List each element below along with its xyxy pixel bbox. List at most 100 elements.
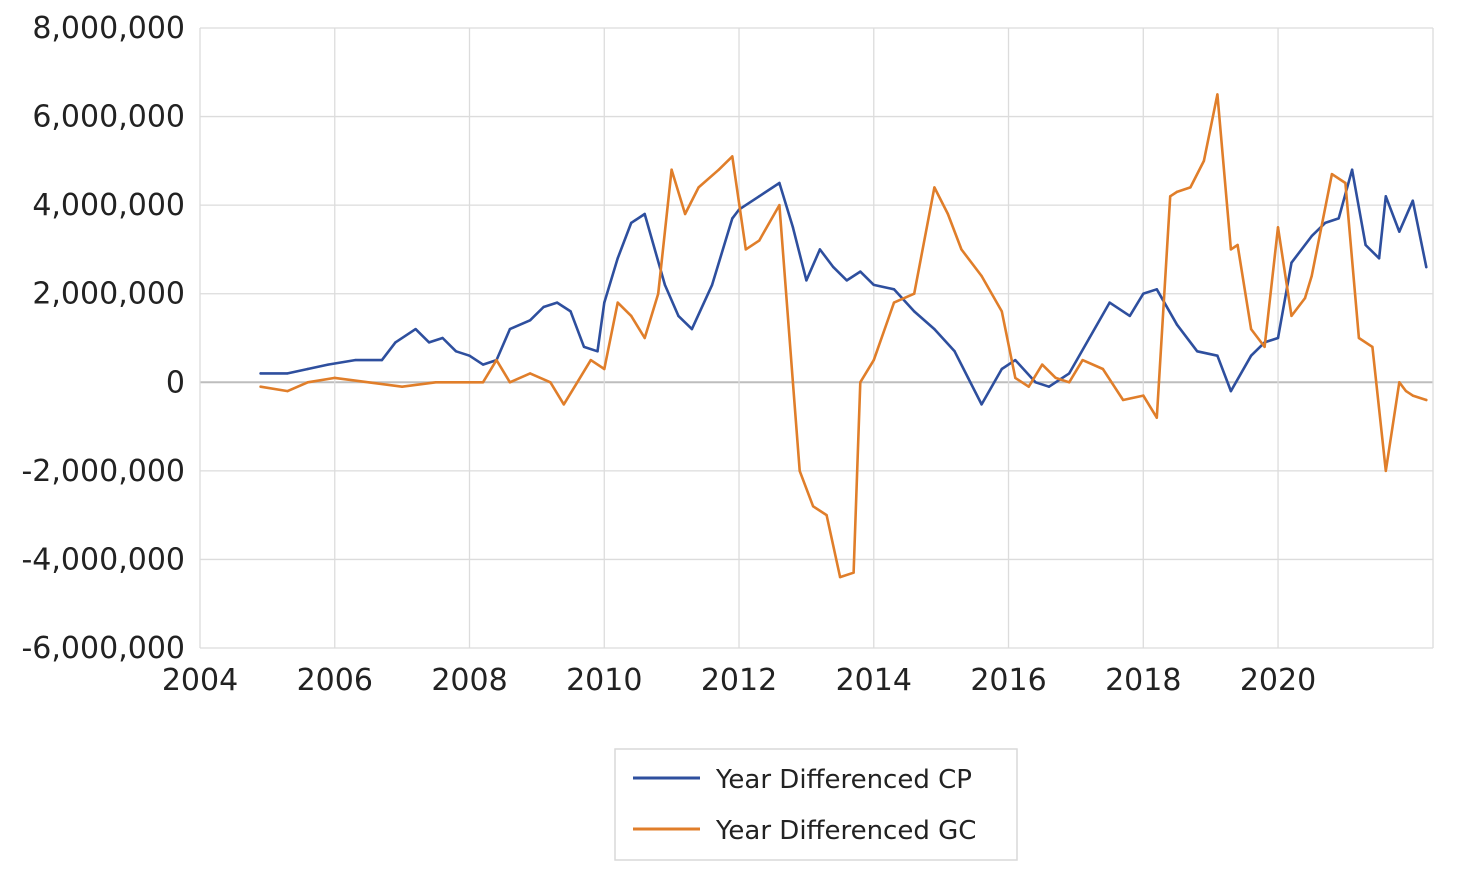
- data-point-cp: [1398, 230, 1401, 233]
- data-point-cp: [1216, 354, 1219, 357]
- data-point-gc: [811, 505, 815, 508]
- data-point-cp: [1014, 358, 1017, 362]
- data-point-cp: [1384, 195, 1388, 198]
- data-point-cp: [1249, 354, 1253, 357]
- data-point-gc: [1398, 381, 1401, 384]
- data-point-gc: [508, 381, 512, 384]
- data-point-cp: [933, 327, 936, 331]
- data-point-gc: [603, 367, 606, 371]
- data-point-gc: [838, 575, 842, 579]
- x-tick-label: 2014: [836, 663, 912, 698]
- x-tick-label: 2010: [566, 663, 642, 698]
- data-point-cp: [731, 217, 734, 220]
- data-point-gc: [1371, 345, 1374, 349]
- data-point-cp: [326, 363, 330, 366]
- x-tick-label: 2018: [1105, 663, 1181, 698]
- data-point-cp: [1350, 168, 1354, 171]
- data-point-gc: [576, 381, 579, 384]
- data-point-cp: [1034, 381, 1037, 384]
- legend-box: [614, 748, 1018, 861]
- data-point-cp: [663, 283, 667, 287]
- data-point-gc: [960, 248, 963, 251]
- data-point-cp: [1000, 367, 1003, 371]
- data-point-cp: [818, 248, 822, 251]
- data-point-cp: [286, 372, 289, 375]
- data-point-gc: [1404, 389, 1408, 393]
- data-point-cp: [353, 358, 357, 362]
- data-point-gc: [481, 381, 485, 384]
- data-point-cp: [542, 305, 545, 309]
- series-lines: [259, 93, 1428, 579]
- data-point-cp: [1142, 292, 1145, 295]
- data-point-cp: [690, 327, 694, 331]
- series-line-gc: [259, 93, 1428, 579]
- data-point-gc: [825, 513, 828, 517]
- data-point-gc: [333, 376, 336, 380]
- data-point-cp: [953, 350, 956, 353]
- data-point-gc: [731, 155, 734, 158]
- data-point-cp: [1108, 301, 1111, 304]
- data-point-cp: [1323, 221, 1327, 225]
- data-point-cp: [1276, 336, 1280, 340]
- data-point-gc: [697, 186, 700, 189]
- data-point-gc: [656, 292, 660, 295]
- y-tick-label: 0: [166, 365, 185, 400]
- data-point-cp: [1425, 265, 1428, 269]
- y-tick-label: -2,000,000: [21, 454, 185, 489]
- data-point-cp: [791, 226, 795, 229]
- x-axis-tick-labels: 2004 2006 2008 2010 2012 2014 2016 2018 2020: [162, 663, 1316, 698]
- data-point-gc: [892, 301, 896, 304]
- data-point-gc: [1169, 195, 1172, 198]
- data-point-cp: [980, 403, 983, 406]
- data-point-cp: [1088, 336, 1091, 340]
- data-point-cp: [1310, 234, 1313, 238]
- data-point-gc: [367, 381, 370, 384]
- data-point-gc: [630, 314, 633, 318]
- data-point-cp: [414, 327, 417, 331]
- data-point-cp: [859, 270, 862, 273]
- data-point-gc: [1344, 181, 1347, 185]
- data-point-cp: [892, 288, 896, 291]
- x-tick-label: 2008: [431, 663, 507, 698]
- data-point-cp: [569, 310, 572, 313]
- data-point-gc: [1000, 310, 1003, 313]
- data-point-cp: [1047, 385, 1051, 388]
- data-point-gc: [259, 385, 262, 388]
- data-point-gc: [778, 203, 781, 207]
- data-point-gc: [562, 403, 566, 406]
- data-point-cp: [468, 354, 471, 357]
- data-point-cp: [758, 195, 761, 198]
- legend: Year Differenced CP Year Differenced GC: [614, 748, 1018, 861]
- data-point-gc: [980, 274, 983, 278]
- data-point-gc: [1054, 376, 1057, 380]
- data-point-cp: [832, 265, 835, 269]
- data-point-cp: [481, 363, 485, 366]
- data-point-gc: [912, 292, 916, 295]
- data-point-gc: [683, 212, 687, 216]
- y-axis-tick-labels: -6,000,000 -4,000,000 -2,000,000 0 2,000,000…: [21, 11, 185, 666]
- data-point-cp: [259, 372, 262, 375]
- data-point-gc: [1310, 274, 1313, 278]
- data-point-cp: [1411, 199, 1414, 202]
- data-point-gc: [400, 385, 404, 388]
- data-point-cp: [582, 345, 586, 349]
- data-point-gc: [1027, 385, 1030, 388]
- data-point-gc: [1236, 243, 1239, 247]
- data-point-gc: [434, 381, 438, 384]
- data-point-cp: [966, 376, 970, 380]
- data-point-cp: [778, 181, 781, 185]
- x-tick-label: 2016: [970, 663, 1046, 698]
- data-point-gc: [1263, 345, 1266, 349]
- data-point-gc: [1121, 398, 1125, 402]
- data-point-gc: [1175, 190, 1179, 194]
- data-point-gc: [933, 186, 936, 189]
- data-point-gc: [1249, 327, 1253, 331]
- data-point-gc: [1384, 469, 1388, 473]
- data-point-gc: [852, 571, 855, 574]
- y-tick-label: 2,000,000: [32, 277, 185, 312]
- data-point-cp: [912, 310, 916, 313]
- data-point-gc: [1155, 416, 1158, 419]
- data-point-cp: [394, 341, 397, 344]
- data-point-cp: [380, 358, 384, 362]
- data-point-cp: [454, 350, 458, 353]
